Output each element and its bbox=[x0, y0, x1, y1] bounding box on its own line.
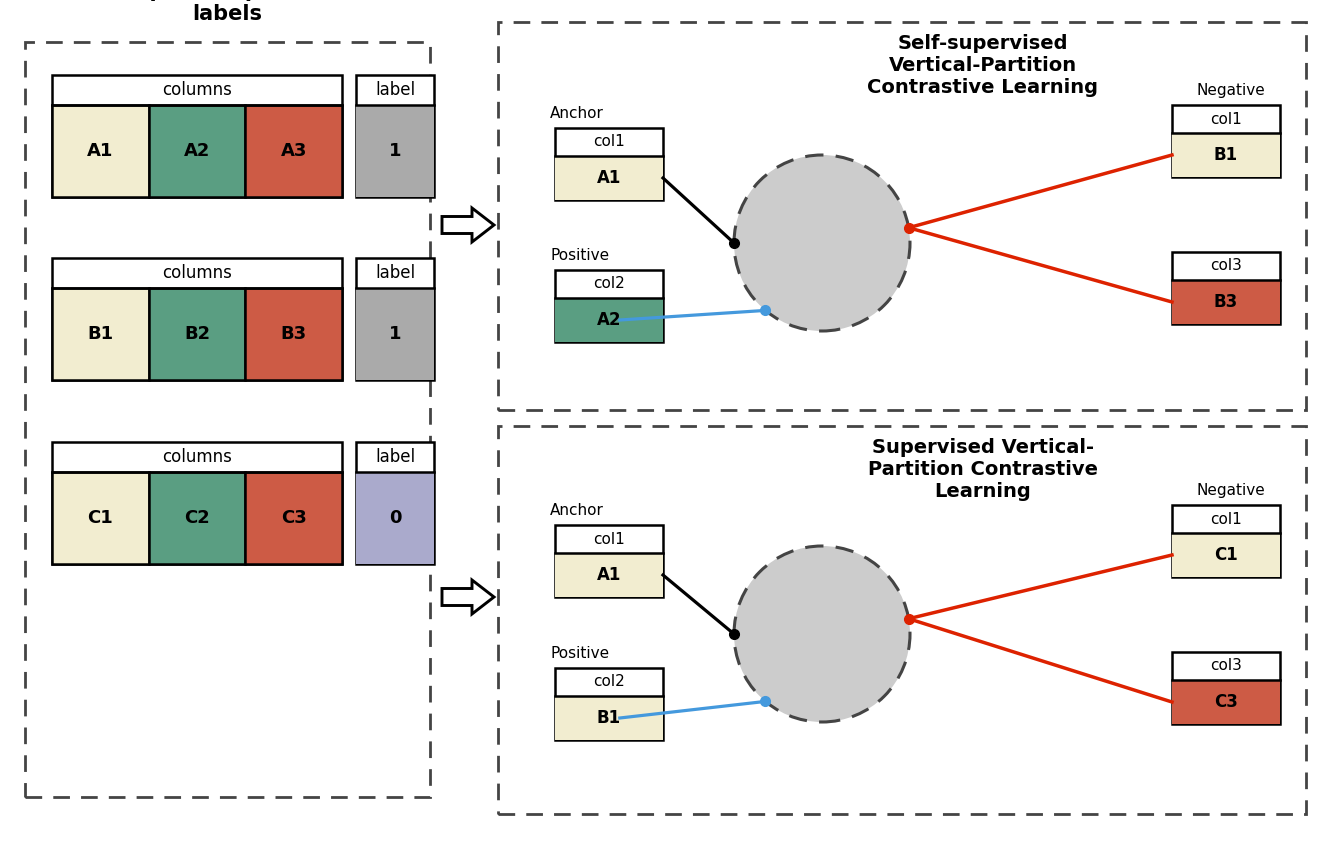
Text: A2: A2 bbox=[183, 142, 210, 160]
Circle shape bbox=[734, 546, 910, 722]
Text: col1: col1 bbox=[1210, 112, 1242, 126]
Bar bbox=[356, 105, 434, 197]
Text: A1: A1 bbox=[88, 142, 113, 160]
Text: col1: col1 bbox=[1210, 511, 1242, 527]
Bar bbox=[149, 288, 246, 380]
Bar bbox=[356, 75, 434, 197]
Bar bbox=[498, 426, 1305, 814]
Text: A1: A1 bbox=[596, 566, 622, 584]
Bar bbox=[149, 105, 246, 197]
Bar bbox=[555, 668, 663, 740]
Text: columns: columns bbox=[162, 264, 232, 282]
Text: col1: col1 bbox=[594, 135, 625, 149]
Bar bbox=[555, 270, 663, 342]
Bar bbox=[52, 105, 149, 197]
Bar bbox=[1173, 280, 1280, 324]
Bar bbox=[246, 288, 343, 380]
Bar bbox=[1173, 652, 1280, 724]
Circle shape bbox=[734, 155, 910, 331]
Text: col2: col2 bbox=[594, 675, 625, 689]
Bar bbox=[555, 525, 663, 597]
Bar bbox=[555, 156, 663, 200]
Bar bbox=[356, 442, 434, 564]
Bar bbox=[555, 553, 663, 597]
Text: A2: A2 bbox=[596, 311, 622, 329]
Bar bbox=[1173, 105, 1280, 177]
Text: B3: B3 bbox=[1214, 293, 1238, 311]
Text: Positive: Positive bbox=[550, 646, 610, 661]
Text: col2: col2 bbox=[594, 277, 625, 291]
Text: Negative: Negative bbox=[1197, 483, 1266, 498]
Bar bbox=[555, 696, 663, 740]
Bar bbox=[356, 288, 434, 380]
Text: Input samples w/
labels: Input samples w/ labels bbox=[127, 0, 328, 24]
Text: col3: col3 bbox=[1210, 659, 1242, 673]
Text: columns: columns bbox=[162, 81, 232, 99]
Text: Positive: Positive bbox=[550, 248, 610, 263]
Bar bbox=[1173, 533, 1280, 577]
Text: B1: B1 bbox=[598, 709, 622, 727]
Bar bbox=[52, 258, 343, 380]
Text: C2: C2 bbox=[185, 509, 210, 527]
Bar bbox=[52, 288, 149, 380]
Text: label: label bbox=[374, 448, 416, 466]
Bar bbox=[25, 42, 430, 797]
Text: B3: B3 bbox=[280, 325, 307, 343]
Text: A3: A3 bbox=[280, 142, 307, 160]
Text: C3: C3 bbox=[1214, 693, 1238, 711]
Text: B1: B1 bbox=[88, 325, 113, 343]
Polygon shape bbox=[442, 580, 494, 614]
Bar bbox=[52, 442, 343, 564]
Text: label: label bbox=[374, 264, 416, 282]
Bar bbox=[246, 472, 343, 564]
Text: B1: B1 bbox=[1214, 146, 1238, 164]
Bar bbox=[149, 472, 246, 564]
Bar bbox=[555, 298, 663, 342]
Bar bbox=[52, 472, 149, 564]
Text: 1: 1 bbox=[389, 142, 401, 160]
Text: Self-supervised
Vertical-Partition
Contrastive Learning: Self-supervised Vertical-Partition Contr… bbox=[867, 34, 1098, 97]
Text: C3: C3 bbox=[280, 509, 307, 527]
Text: B2: B2 bbox=[185, 325, 210, 343]
Bar bbox=[1173, 133, 1280, 177]
Polygon shape bbox=[442, 208, 494, 242]
Text: col1: col1 bbox=[594, 532, 625, 546]
Text: 1: 1 bbox=[389, 325, 401, 343]
Text: C1: C1 bbox=[88, 509, 113, 527]
Bar bbox=[356, 472, 434, 564]
Bar bbox=[498, 22, 1305, 410]
Text: label: label bbox=[374, 81, 416, 99]
Text: Anchor: Anchor bbox=[550, 503, 604, 518]
Bar bbox=[52, 75, 343, 197]
Text: Supervised Vertical-
Partition Contrastive
Learning: Supervised Vertical- Partition Contrasti… bbox=[867, 438, 1098, 501]
Text: A1: A1 bbox=[596, 169, 622, 187]
Text: 0: 0 bbox=[389, 509, 401, 527]
Text: Negative: Negative bbox=[1197, 83, 1266, 98]
Bar bbox=[246, 105, 343, 197]
Text: col3: col3 bbox=[1210, 258, 1242, 273]
Bar bbox=[1173, 252, 1280, 324]
Bar bbox=[555, 128, 663, 200]
Bar bbox=[356, 258, 434, 380]
Bar bbox=[1173, 505, 1280, 577]
Text: columns: columns bbox=[162, 448, 232, 466]
Text: Anchor: Anchor bbox=[550, 106, 604, 121]
Text: C1: C1 bbox=[1214, 546, 1238, 564]
Bar bbox=[1173, 680, 1280, 724]
